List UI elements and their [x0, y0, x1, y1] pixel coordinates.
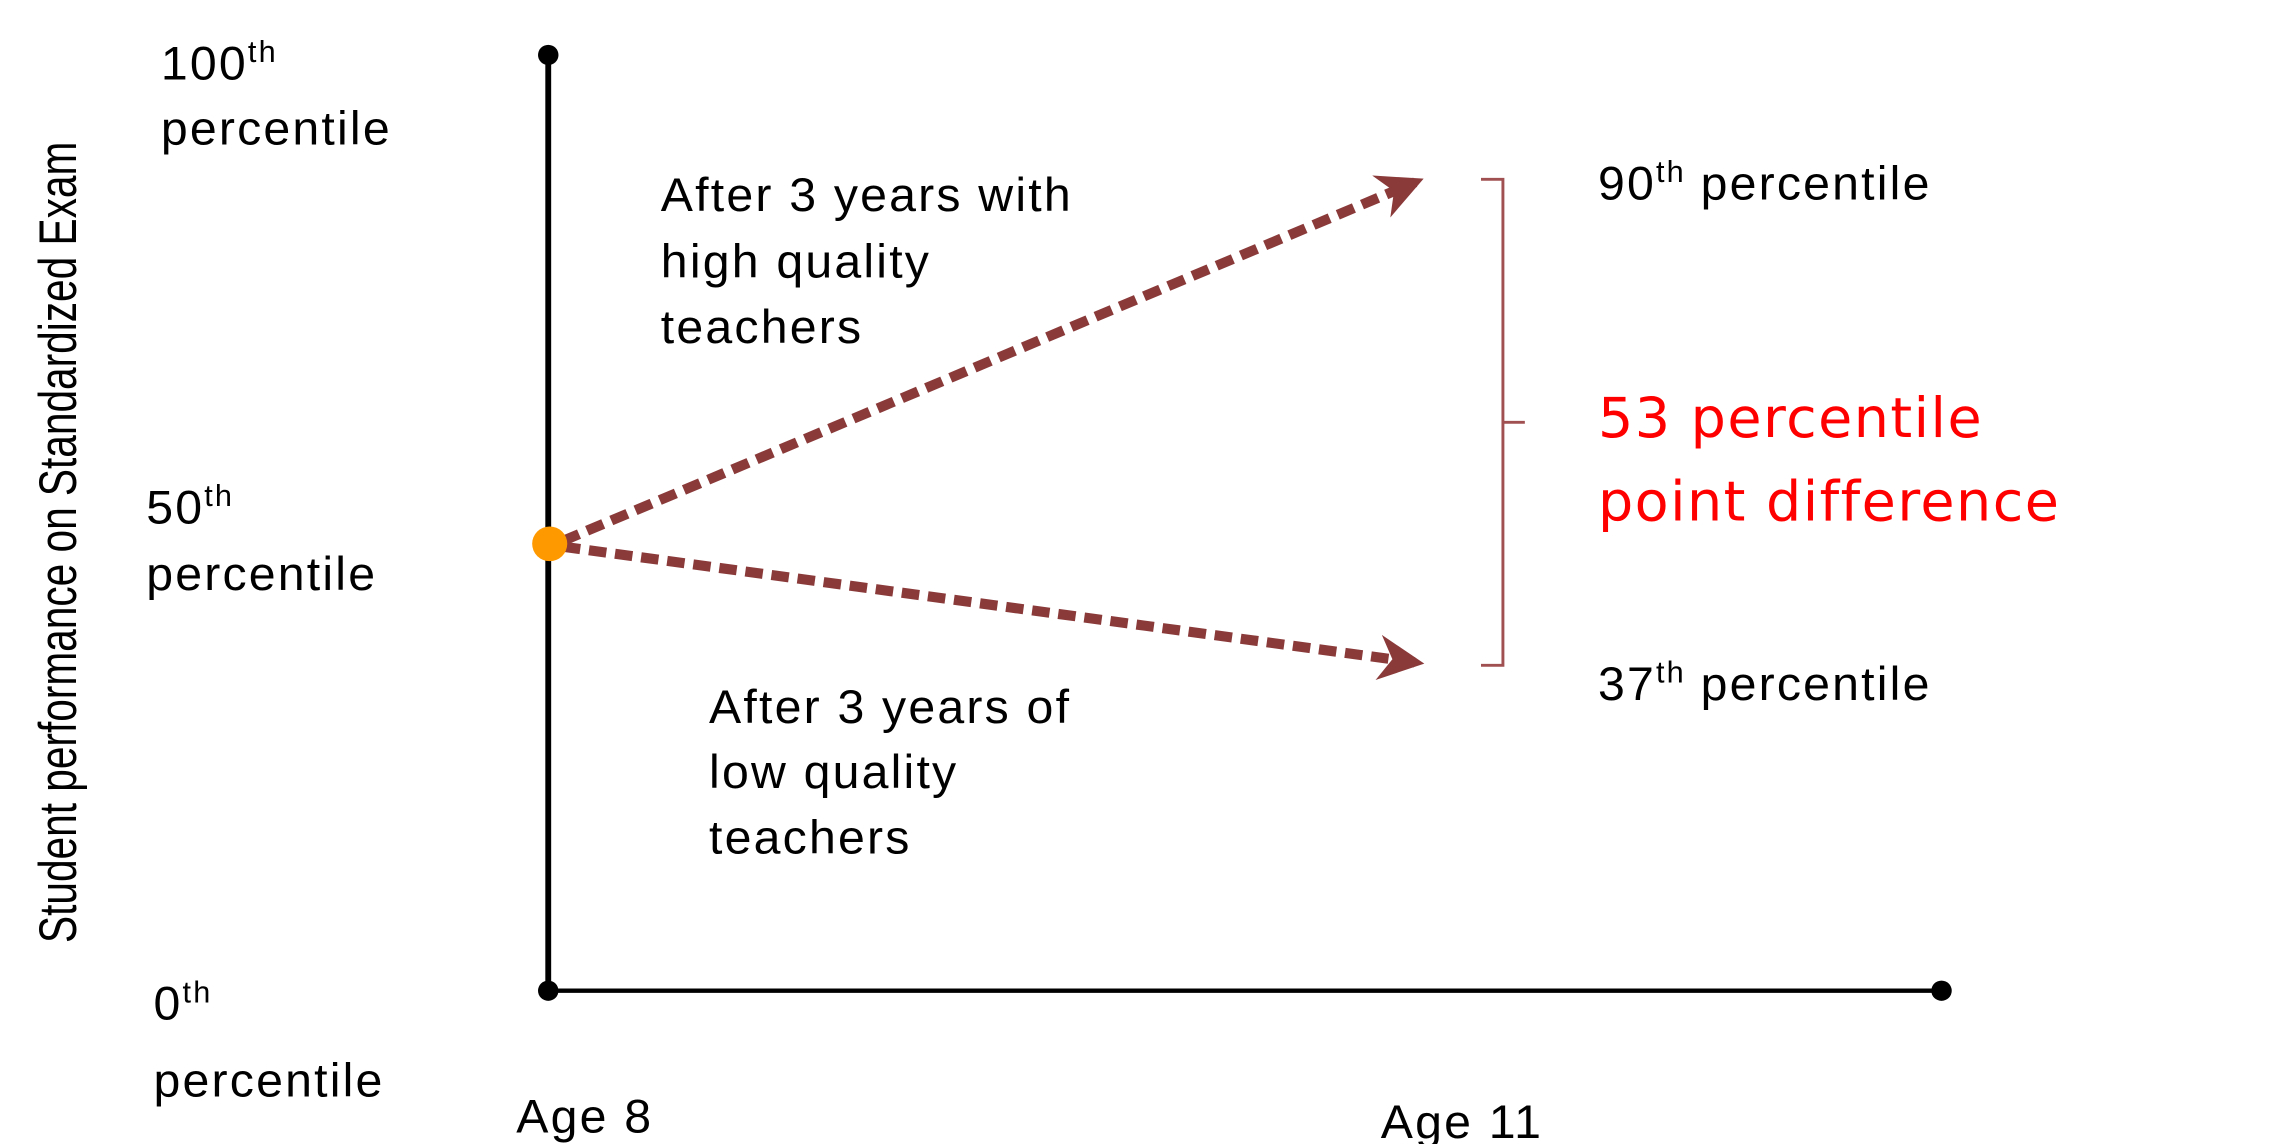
annotation: After 3 years of [709, 681, 1071, 734]
outcome-label: 90th percentile [1598, 155, 1932, 210]
y-label: percentile [154, 1055, 385, 1108]
y-label: percentile [161, 103, 392, 156]
annotation: low quality [709, 746, 958, 799]
x-label: Age 8 [516, 1091, 653, 1144]
annotation: teachers [661, 301, 864, 354]
outcome-label: 37th percentile [1598, 656, 1932, 711]
axis-end [1931, 980, 1952, 1001]
difference-label: point difference [1598, 471, 2060, 535]
y-label: 100th [161, 35, 278, 90]
y-label: 50th [146, 479, 234, 534]
high-quality-arrow [560, 175, 1424, 546]
difference-label: 53 percentile [1598, 387, 1983, 451]
start-point [532, 526, 568, 562]
axis-end [538, 44, 559, 66]
annotation: After 3 years with [661, 169, 1073, 222]
y-label: 0th [154, 975, 213, 1030]
axis-origin [538, 980, 559, 1001]
low-quality-arrow [562, 541, 1425, 681]
difference-bracket [1480, 177, 1525, 667]
x-label: Age 11 [1381, 1096, 1543, 1144]
annotation: teachers [709, 812, 912, 865]
y-label: percentile [146, 548, 377, 601]
y-axis-label: Student performance on Standardized Exam [28, 142, 87, 943]
annotation: high quality [661, 236, 931, 289]
